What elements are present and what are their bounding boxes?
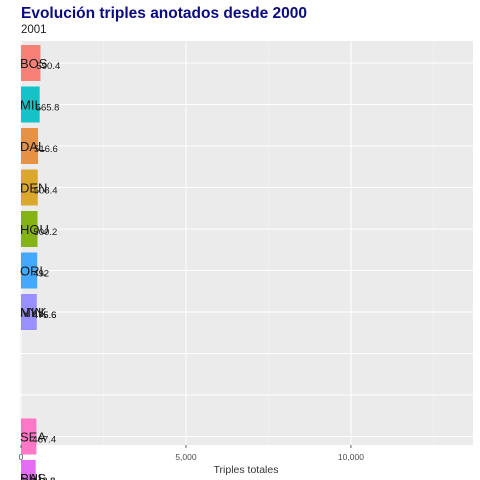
bars xyxy=(21,45,41,480)
bar-label-phi: PHI xyxy=(20,471,42,480)
value-label-min: 475.6 xyxy=(33,310,57,321)
value-label-hou: 500.2 xyxy=(34,227,58,238)
bar-label-sea: SEA xyxy=(20,430,46,445)
value-label-mil: 565.8 xyxy=(36,103,60,114)
value-label-sea: 467.4 xyxy=(32,435,56,446)
chart-subtitle: 2001 xyxy=(21,24,47,36)
bar-label-nyk: NYK xyxy=(20,305,47,320)
x-axis: 0 5,000 10,000 xyxy=(19,445,364,462)
bar-label-orl: ORL xyxy=(20,264,47,279)
grid-lines xyxy=(20,41,473,479)
bar-sea xyxy=(21,418,37,455)
bar-nyk xyxy=(21,294,37,330)
bar-mil xyxy=(21,86,40,123)
bar-hou xyxy=(21,211,38,247)
bar-label-den: DEN xyxy=(20,181,47,196)
bar-label-bos: BOS xyxy=(20,56,48,71)
bar-den xyxy=(21,169,38,206)
bar-orl xyxy=(21,252,38,289)
plot-background xyxy=(20,41,473,445)
value-label-den: 508.4 xyxy=(34,186,58,197)
value-label-orl: 492 xyxy=(33,269,49,280)
bar-label-hou: HOU xyxy=(20,222,49,237)
x-axis-label: Triples totales xyxy=(214,464,279,476)
chart-title: Evolución triples anotados desde 2000 xyxy=(21,5,307,22)
bar-label-mil: MIL xyxy=(20,98,42,113)
x-tick-label: 5,000 xyxy=(175,452,197,462)
bar-label-sas: SAS xyxy=(20,471,46,480)
bar-label-dal: DAL xyxy=(20,139,45,154)
bar-sas xyxy=(21,460,36,480)
value-label-nyk: 475.6 xyxy=(33,310,57,321)
x-tick-label: 10,000 xyxy=(338,452,364,462)
x-tick-label: 0 xyxy=(19,452,24,462)
value-label-bos: 590.4 xyxy=(36,61,60,72)
value-label-phi: 442.8 xyxy=(32,476,56,480)
bar-label-min: MIN xyxy=(20,305,44,320)
value-label-dal: 516.6 xyxy=(34,144,58,155)
bar-dal xyxy=(21,128,39,164)
bar-bos xyxy=(21,45,41,81)
value-label-sas: 442.8 xyxy=(32,476,56,480)
